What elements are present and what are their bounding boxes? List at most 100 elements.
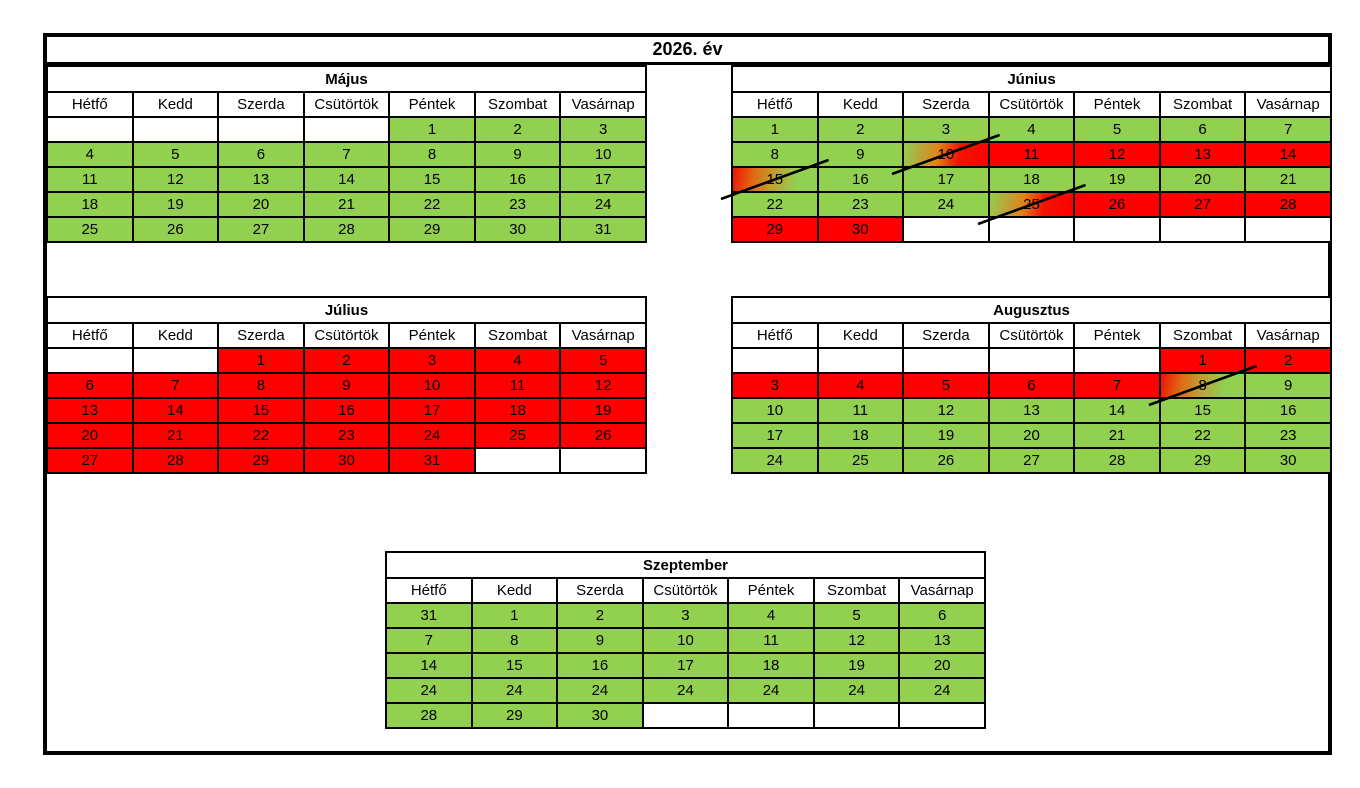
day-number: 12: [594, 377, 612, 394]
day-cell: 24: [641, 677, 730, 704]
weekday-header: Csütörtök: [302, 91, 391, 118]
day-cell: 6: [46, 372, 134, 399]
day-cell: 13: [46, 397, 134, 424]
day-number: 19: [594, 402, 612, 419]
weekday-header: Szombat: [473, 91, 562, 118]
week-row: 8 9 10 11 12 13 14: [731, 141, 1332, 168]
empty-cell: [559, 447, 647, 474]
day-cell: 26: [559, 422, 647, 449]
day-number: 7: [424, 632, 433, 649]
week-row: 18 19 20 21 22 23 24: [46, 191, 647, 218]
day-cell: 14: [385, 652, 473, 679]
day-cell: 25: [816, 447, 905, 474]
day-number: 7: [342, 146, 351, 163]
day-cell: 4: [987, 116, 1076, 143]
empty-cell: [987, 216, 1076, 243]
day-cell: 9: [302, 372, 391, 399]
day-number: 26: [937, 452, 955, 469]
day-number: 25: [81, 221, 99, 238]
day-number: 5: [599, 352, 608, 369]
empty-cell: [731, 347, 819, 374]
day-cell: 18: [46, 191, 134, 218]
day-number: 31: [420, 607, 438, 624]
empty-cell: [898, 702, 986, 729]
weekday-header: Csütörtök: [641, 577, 730, 604]
day-number: 13: [1194, 146, 1211, 163]
empty-cell: [902, 347, 990, 374]
weekday-header: Szerda: [217, 91, 305, 118]
day-number: 23: [1279, 427, 1297, 444]
day-number: 8: [427, 146, 437, 163]
day-number: 6: [1198, 121, 1207, 138]
day-cell: 28: [302, 216, 391, 243]
day-number: 21: [1279, 171, 1297, 188]
day-number: 30: [852, 221, 869, 238]
day-number: 15: [423, 171, 441, 188]
weekday-header: Péntek: [727, 577, 815, 604]
day-cell: 12: [902, 397, 990, 424]
day-number: 26: [167, 221, 184, 238]
day-number: 24: [423, 427, 441, 444]
day-cell: 27: [987, 447, 1076, 474]
day-cell: 24: [385, 677, 473, 704]
day-cell: 19: [812, 652, 901, 679]
day-number: 16: [591, 657, 609, 674]
day-number: 1: [1198, 352, 1207, 369]
day-cell: 16: [1244, 397, 1332, 424]
day-number: 29: [252, 452, 270, 469]
day-cell: 10: [903, 142, 989, 167]
day-number: 15: [766, 171, 784, 188]
week-row: 7 8 9 10 11 12 13: [385, 627, 986, 654]
day-number: 24: [762, 682, 780, 699]
calendar-frame: 2026. év Május Hétfő Kedd Szerda Csütörtök Pé…: [43, 33, 1332, 755]
day-number: 9: [342, 377, 351, 394]
day-cell: 7: [385, 627, 473, 654]
day-number: 29: [766, 221, 784, 238]
day-cell: 1: [217, 347, 305, 374]
day-number: 4: [1027, 121, 1036, 138]
day-cell: 8: [1160, 373, 1246, 398]
day-number: 17: [937, 171, 955, 188]
day-cell: 8: [388, 141, 476, 168]
day-cell: 24: [388, 422, 476, 449]
day-cell: 12: [559, 372, 647, 399]
day-cell: 29: [388, 216, 476, 243]
day-number: 11: [852, 402, 869, 419]
day-cell: 16: [473, 166, 562, 193]
weekday-header: Kedd: [816, 91, 905, 118]
day-cell: 9: [1244, 372, 1332, 399]
day-number: 3: [941, 121, 951, 138]
empty-cell: [902, 216, 990, 243]
week-row: 15 16 17 18 19 20 21: [732, 166, 1332, 193]
day-number: 27: [252, 221, 270, 238]
empty-cell: [727, 702, 815, 729]
day-cell: 22: [217, 422, 305, 449]
day-cell: 8: [731, 141, 819, 168]
day-cell: 23: [302, 422, 391, 449]
day-cell: 30: [473, 216, 562, 243]
day-cell: 15: [732, 167, 818, 192]
day-cell: 20: [987, 422, 1076, 449]
day-cell: 16: [556, 652, 644, 679]
day-number: 9: [1284, 377, 1293, 394]
day-number: 8: [510, 632, 519, 649]
day-number: 8: [770, 146, 779, 163]
empty-cell: [46, 116, 134, 143]
day-cell: 11: [816, 397, 905, 424]
week-row: 28 29 30: [385, 702, 986, 729]
day-cell: 17: [902, 166, 990, 193]
day-number: 5: [852, 607, 861, 624]
day-number: 24: [933, 682, 951, 699]
day-number: 8: [256, 377, 266, 394]
day-cell: 24: [727, 677, 815, 704]
day-number: 17: [423, 402, 441, 419]
week-row: 24 25 26 27 28 29 30: [731, 447, 1332, 474]
day-cell: 24: [556, 677, 644, 704]
day-number: 31: [594, 221, 612, 238]
day-number: 14: [338, 171, 355, 188]
day-cell: 23: [473, 191, 562, 218]
day-cell: 2: [1244, 347, 1332, 374]
day-cell: 1: [1158, 347, 1247, 374]
day-number: 11: [1023, 146, 1040, 163]
